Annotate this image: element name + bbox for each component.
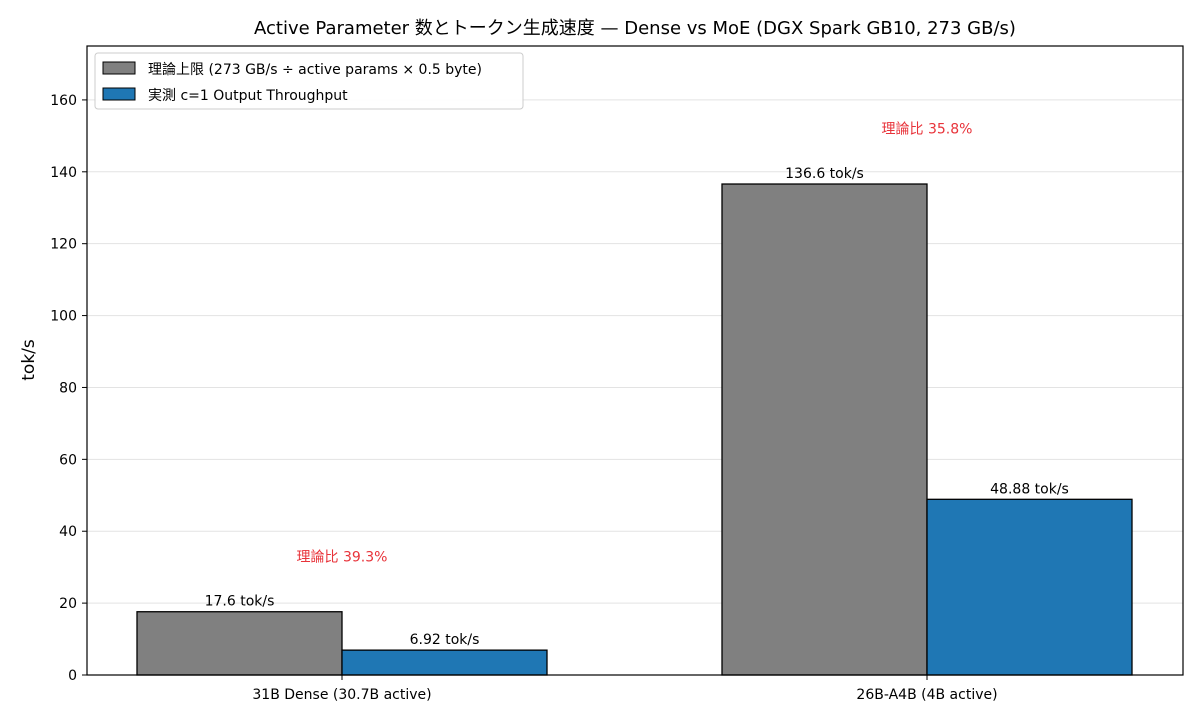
y-tick-label: 60: [59, 452, 77, 468]
bar-theoretical: [721, 183, 928, 676]
bars: [136, 183, 1133, 676]
bar-value-label: 17.6 tok/s: [205, 594, 275, 610]
y-axis-label: tok/s: [19, 339, 39, 381]
y-tick-label: 160: [50, 93, 77, 109]
legend-box: [94, 52, 524, 110]
ratio-annotation: 理論比 39.3%: [297, 549, 388, 565]
bar-theoretical: [136, 611, 343, 676]
ratio-annotations: 理論比 39.3% 理論比 35.8%: [297, 122, 973, 566]
bar-value-label: 48.88 tok/s: [990, 481, 1069, 497]
y-tick-label: 100: [50, 309, 77, 325]
legend-label-theoretical: 理論上限 (273 GB/s ÷ active params × 0.5 byt…: [148, 62, 482, 78]
y-tick-label: 0: [68, 668, 77, 684]
chart-title: Active Parameter 数とトークン生成速度 — Dense vs M…: [254, 18, 1016, 39]
x-axis-ticks: 31B Dense (30.7B active) 26B-A4B (4B acti…: [252, 675, 998, 703]
y-tick-label: 80: [59, 380, 77, 396]
legend-swatch-theoretical: [102, 61, 136, 75]
x-tick-label: 26B-A4B (4B active): [856, 687, 997, 703]
bar-measured: [341, 649, 548, 676]
ratio-annotation: 理論比 35.8%: [882, 122, 973, 138]
grid-lines: [87, 99, 1183, 604]
y-tick-label: 20: [59, 596, 77, 612]
y-tick-label: 140: [50, 165, 77, 181]
y-tick-label: 40: [59, 524, 77, 540]
legend: 理論上限 (273 GB/s ÷ active params × 0.5 byt…: [94, 52, 524, 110]
y-tick-label: 120: [50, 237, 77, 253]
bar-value-label: 6.92 tok/s: [410, 632, 480, 648]
bar-value-labels: 17.6 tok/s 136.6 tok/s 6.92 tok/s 48.88 tok…: [205, 166, 1069, 648]
bar-measured: [926, 498, 1133, 676]
x-tick-label: 31B Dense (30.7B active): [252, 687, 431, 703]
plot-frame: [86, 45, 1184, 676]
y-axis-ticks: 0 20 40 60 80 100 120 140 160: [50, 93, 87, 684]
legend-swatch-measured: [102, 87, 136, 101]
legend-label-measured: 実測 c=1 Output Throughput: [148, 88, 348, 104]
bar-value-label: 136.6 tok/s: [785, 166, 864, 182]
